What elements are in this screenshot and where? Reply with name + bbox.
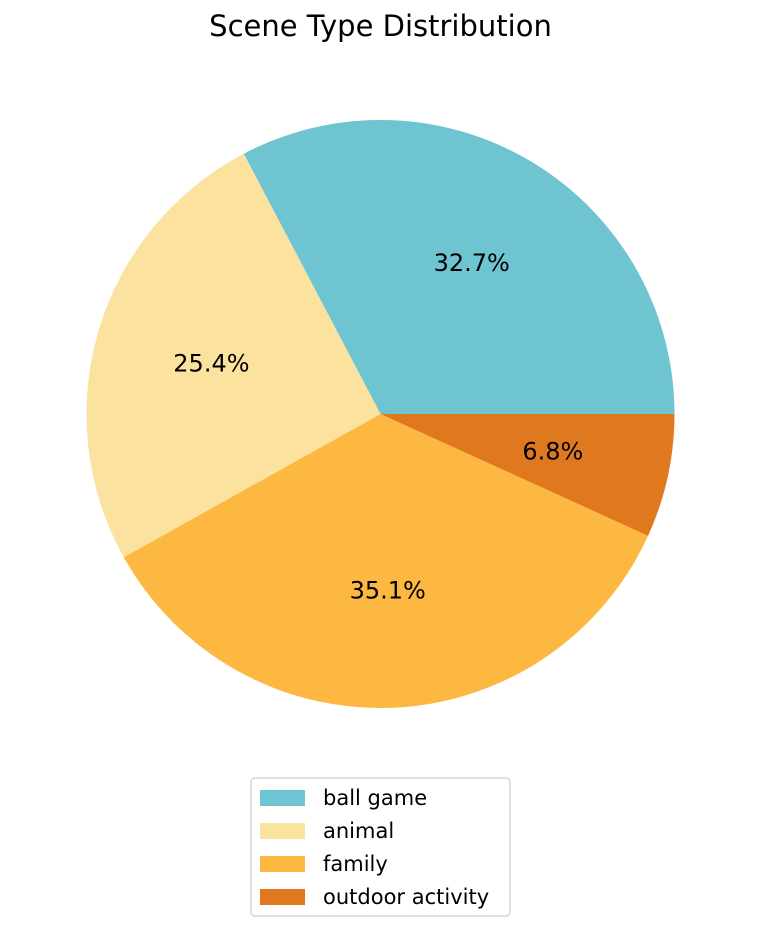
- pie-slices: [86, 120, 675, 708]
- pie-slice-animal: [86, 153, 381, 558]
- legend-swatch-family: [260, 856, 305, 872]
- slice-label-ball-game: 32.7%: [434, 249, 510, 277]
- slice-label-animal: 25.4%: [173, 350, 249, 378]
- legend-label-ball-game: ball game: [323, 786, 427, 810]
- legend-frame: [250, 777, 511, 917]
- slice-label-family: 35.1%: [350, 576, 426, 604]
- legend-swatch-animal: [260, 823, 305, 839]
- legend-entries: ball game animal family outdoor activity: [260, 786, 489, 909]
- legend-label-outdoor-activity: outdoor activity: [323, 885, 489, 909]
- legend-label-family: family: [323, 852, 388, 876]
- chart-title: Scene Type Distribution: [209, 9, 552, 43]
- legend-swatch-outdoor-activity: [260, 889, 305, 905]
- legend-entry-animal: animal: [260, 819, 394, 843]
- legend: ball game animal family outdoor activity: [250, 777, 511, 917]
- pie-slice-labels: 32.7% 25.4% 35.1% 6.8%: [173, 249, 583, 604]
- pie-slice-family: [123, 414, 649, 708]
- legend-entry-outdoor-activity: outdoor activity: [260, 885, 489, 909]
- legend-entry-ball-game: ball game: [260, 786, 427, 810]
- pie-slice-ball-game: [243, 120, 675, 415]
- legend-swatch-ball-game: [260, 790, 305, 806]
- legend-label-animal: animal: [323, 819, 394, 843]
- pie-slice-outdoor-activity: [380, 414, 675, 536]
- legend-entry-family: family: [260, 852, 388, 876]
- slice-label-outdoor-activity: 6.8%: [522, 437, 583, 465]
